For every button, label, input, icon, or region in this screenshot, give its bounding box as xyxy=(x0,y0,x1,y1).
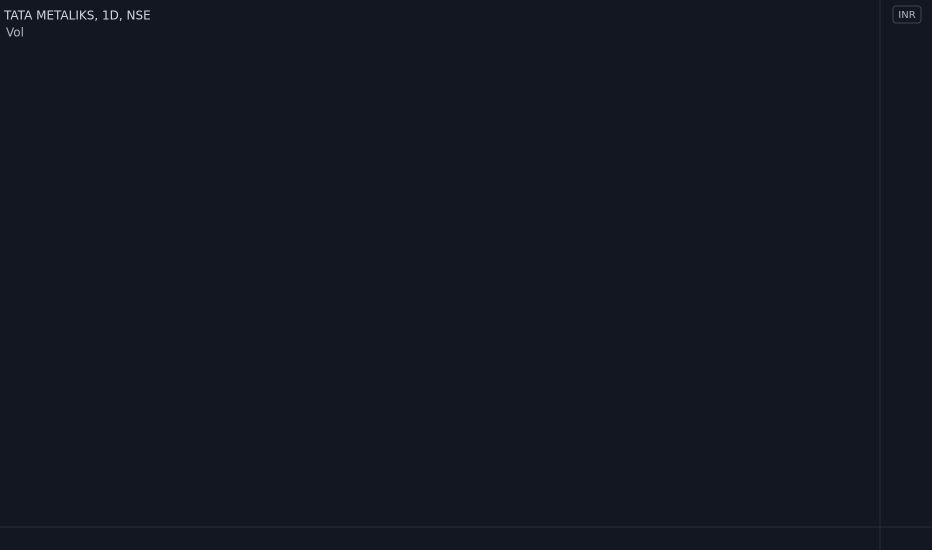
price-axis xyxy=(880,0,932,550)
currency: INR xyxy=(898,10,915,21)
time-axis xyxy=(0,527,932,550)
volume-title: Vol xyxy=(6,26,24,40)
chart-title: TATA METALIKS, 1D, NSE xyxy=(3,9,151,23)
currency-box[interactable] xyxy=(892,5,922,24)
